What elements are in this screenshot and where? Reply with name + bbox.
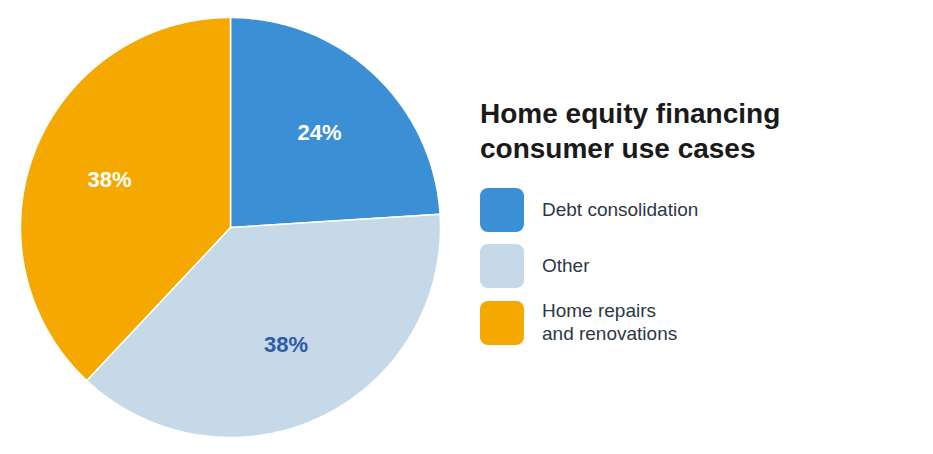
svg-text:38%: 38% <box>264 332 308 357</box>
svg-text:24%: 24% <box>298 120 342 145</box>
svg-text:38%: 38% <box>87 167 131 192</box>
html-text:Debt consolidation: Debt consolidation <box>542 198 699 220</box>
html-text:Other: Other <box>542 254 590 276</box>
html-text:Home repairs and renovations: Home repairs and renovations <box>542 300 678 344</box>
html-text:Home equity financing consumer: Home equity financing consumer use cases <box>480 98 781 165</box>
